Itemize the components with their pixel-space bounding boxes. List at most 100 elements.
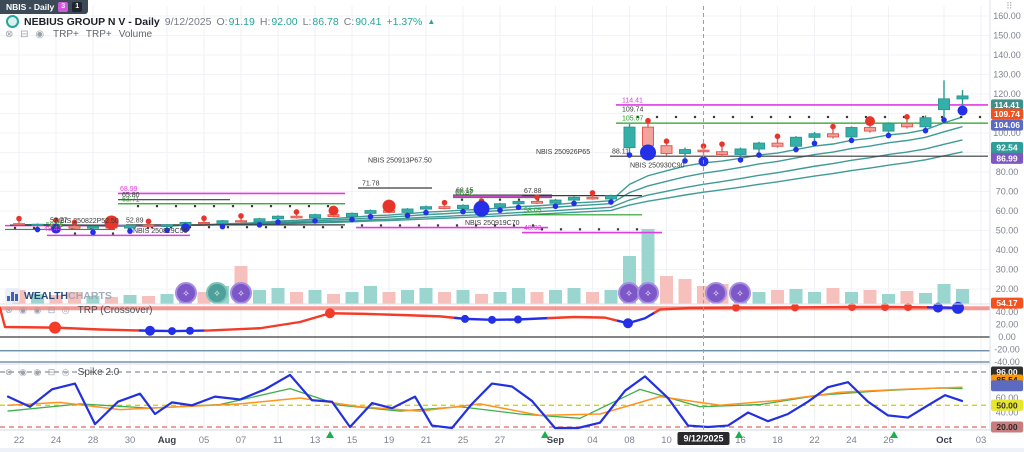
event-triangle-icon (890, 431, 898, 438)
marker-dot (578, 228, 582, 231)
marker-dot (288, 205, 292, 208)
wealthcharts-watermark: WEALTHCHARTS (5, 286, 112, 304)
price-tick-label: 160.00 (993, 11, 1021, 21)
spike-pane-header: ⊗ ◉ ◉ ⊟ ◎ Spike 2.0 (5, 367, 119, 378)
trp-pane-title: TRP (Crossover) (77, 305, 153, 316)
trp-signal-dot (461, 314, 469, 323)
time-tick-label: 26 (883, 435, 894, 446)
axis-settings-icon[interactable]: ⠿ (1006, 1, 1013, 11)
alert-badge-icon (175, 282, 197, 304)
marker-dot (13, 226, 17, 230)
event-triangle-icon (735, 431, 743, 438)
candle-body (438, 206, 451, 209)
volume-bar (604, 290, 618, 304)
candle-body (124, 224, 136, 229)
symbol-status-icon[interactable] (6, 15, 19, 28)
marker-dot (321, 226, 325, 229)
marker-dot (531, 224, 535, 227)
marker-dot (540, 228, 544, 231)
symbol-tab[interactable]: NBIS - Daily 3 1 (0, 0, 89, 14)
candle-body (956, 95, 969, 100)
axis-price-chip (991, 399, 1023, 411)
marker-dot (902, 115, 906, 119)
toggle-trp-1[interactable]: TRP+ (53, 29, 79, 40)
sell-signal-dot (71, 219, 78, 226)
volume-bar (290, 292, 303, 304)
candle-body (808, 133, 821, 138)
marker-dot (226, 226, 230, 229)
wealthcharts-logo-icon (5, 287, 20, 303)
volume-bar (271, 288, 285, 304)
marker-dot (307, 205, 311, 208)
axis-chip-value: 104.06 (994, 120, 1020, 130)
time-tick-label: Sep (547, 435, 565, 446)
marker-dot (826, 115, 830, 119)
candle-body (13, 223, 25, 226)
open-value: 91.19 (228, 15, 255, 28)
trp-pane-icons[interactable]: ⊗ ◉ ◉ ⊟ ◎ (5, 305, 72, 315)
volume-bar (438, 292, 451, 304)
sell-signal-dot (104, 215, 119, 230)
buy-signal-dot (885, 132, 892, 139)
alert-badge-icon (206, 282, 228, 304)
level-value-label: 66.92 (456, 190, 474, 197)
buy-signal-dot (552, 203, 559, 210)
volume-bar (253, 290, 266, 304)
buy-signal-dot (571, 200, 577, 207)
time-axis-area[interactable] (0, 430, 1024, 452)
volume-bar (456, 290, 470, 304)
level-value-label: 65.80 (122, 192, 140, 199)
sell-signal-dot (238, 213, 244, 219)
level-value-label: 114.41 (622, 97, 643, 104)
axis-chip-value: 50.00 (996, 400, 1018, 410)
trp-pane-header: ⊗ ◉ ◉ ⊟ ◎ TRP (Crossover) (5, 305, 152, 316)
marker-dot (340, 226, 344, 229)
buy-signal-dot (793, 146, 799, 153)
marker-dot (712, 115, 716, 119)
trp-signal-dot (186, 326, 194, 335)
alert-badge-icon (729, 282, 751, 304)
candle-body (494, 203, 506, 208)
level-value-label: 68.15 (456, 188, 474, 195)
watermark-word-2: CHARTS (68, 290, 112, 302)
spike-pane-icons[interactable]: ⊗ ◉ ◉ ⊟ ◎ (5, 367, 72, 377)
trp-signal-dot (514, 315, 522, 324)
open-label: O: (216, 15, 228, 28)
time-tick-label: 03 (976, 435, 987, 446)
marker-dot (460, 198, 464, 201)
price-tick-label: 70.00 (996, 187, 1019, 197)
axis-price-chip (991, 380, 1023, 392)
trp-signal-dot (732, 303, 740, 312)
footer-strip (0, 448, 1024, 452)
buy-signal-dot (90, 229, 96, 236)
candle-body (420, 206, 432, 210)
marker-dot (845, 115, 849, 119)
toggle-trp-2[interactable]: TRP+ (85, 29, 112, 40)
spike-pane-title: Spike 2.0 (77, 367, 120, 378)
marker-dot (693, 115, 697, 119)
buy-signal-dot (756, 152, 762, 158)
spike-tick-label: 40.00 (996, 408, 1019, 418)
time-tick-label: 27 (495, 435, 506, 446)
candle-body (771, 142, 784, 147)
candle-body (605, 195, 617, 200)
volume-bar (752, 292, 766, 304)
time-tick-label: 24 (51, 435, 62, 446)
buy-signal-dot (275, 219, 281, 225)
price-tick-label: 100.00 (993, 128, 1021, 138)
option-position-label: NBIS 250913P67.50 (368, 158, 432, 165)
tab-badge-dark: 1 (72, 2, 83, 12)
time-tick-label: 30 (125, 435, 136, 446)
close-value: 90.41 (355, 15, 382, 28)
sell-signal-dot (534, 194, 540, 200)
indicator-icons[interactable]: ⊗ ⊟ ◉ (5, 29, 47, 40)
badge-glyph: ✧ (237, 289, 245, 299)
volume-bar (808, 292, 821, 304)
buy-signal-dot (127, 228, 133, 234)
price-tick-label: 20.00 (996, 284, 1019, 294)
axis-price-chip (991, 421, 1023, 433)
marker-dot (498, 198, 502, 201)
toggle-volume[interactable]: Volume (118, 29, 153, 40)
